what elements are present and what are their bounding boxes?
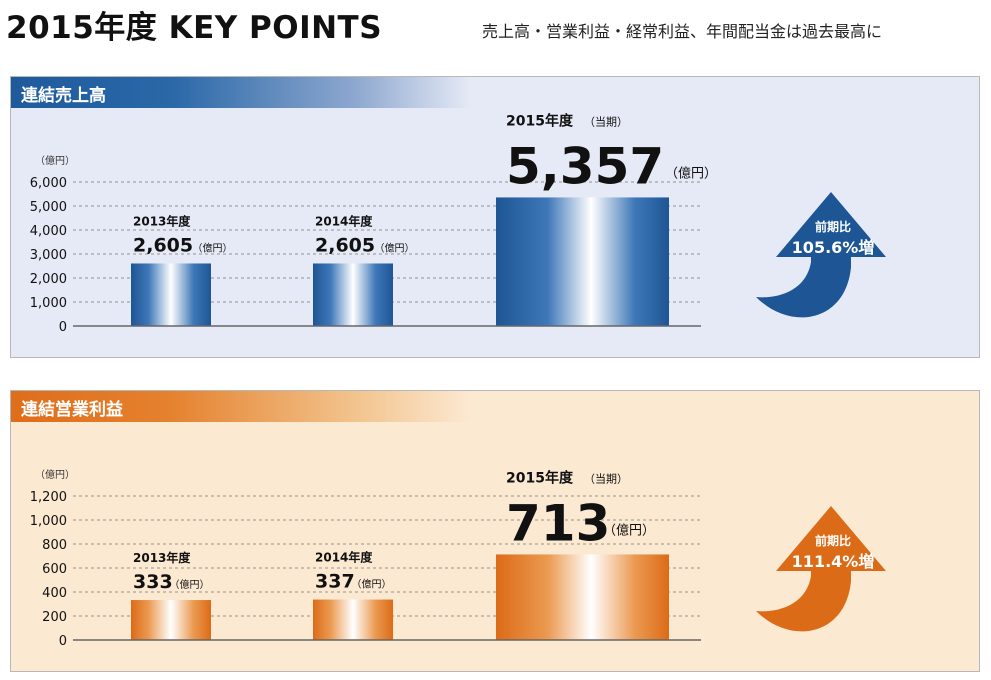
operating-income-banner: 連結営業利益 [11, 391, 471, 422]
page-subtitle: 売上高・営業利益・経常利益、年間配当金は過去最高に [482, 22, 883, 41]
y-tick-label: 0 [59, 320, 67, 335]
operating-income-panel: 連結営業利益 （億円） 0 200 400 600 800 1,000 1,200 2013年度… [10, 390, 980, 672]
net-sales-banner: 連結売上高 [11, 77, 471, 108]
bar-2015年度 [496, 554, 669, 640]
y-tick-label: 400 [42, 586, 67, 601]
y-tick-label: 3,000 [30, 248, 67, 263]
bar-value-label: 2,605 [133, 234, 193, 256]
current-category-label: 2015年度 [506, 469, 574, 486]
yoy-value: 111.4%増 [792, 552, 875, 571]
net-sales-panel: 連結売上高 （億円） 0 1,000 2,000 3,000 4,000 5,000 6,00… [10, 76, 980, 358]
bar-2013年度 [131, 263, 211, 326]
arrow-shape [756, 506, 886, 632]
bar-2014年度 [313, 263, 393, 326]
current-value-label: 713 [506, 494, 610, 552]
y-tick-label: 0 [59, 634, 67, 649]
current-period-tag: （当期） [584, 471, 628, 485]
arrow-shape [756, 192, 886, 318]
bar-value-label: 337 [315, 571, 355, 593]
y-tick-label: 1,200 [30, 490, 67, 505]
y-unit-label: （億円） [35, 154, 75, 167]
y-tick-label: 6,000 [30, 176, 67, 191]
bar-2014年度 [313, 599, 393, 640]
current-value-unit: （億円） [665, 165, 717, 181]
current-value-label: 5,357 [506, 137, 664, 195]
y-tick-label: 800 [42, 538, 67, 553]
y-tick-label: 5,000 [30, 200, 67, 215]
operating-income-title: 連結営業利益 [21, 400, 123, 420]
y-tick-label: 1,000 [30, 296, 67, 311]
bar-value-unit: （億円） [170, 578, 210, 591]
y-tick-label: 200 [42, 610, 67, 625]
bar-category-label: 2013年度 [133, 213, 191, 228]
current-period-tag: （当期） [584, 114, 628, 128]
current-category-label: 2015年度 [506, 112, 574, 129]
yoy-growth-arrow-icon: 前期比 105.6%増 [756, 192, 886, 318]
yoy-growth-arrow-icon: 前期比 111.4%増 [756, 506, 886, 632]
bar-category-label: 2014年度 [315, 550, 373, 565]
bar-2015年度 [496, 197, 669, 326]
bar-value-unit: （億円） [352, 578, 392, 591]
bar-value-unit: （億円） [375, 241, 415, 254]
page-title: 2015年度 KEY POINTS [6, 10, 383, 46]
y-tick-label: 2,000 [30, 272, 67, 287]
bar-2013年度 [131, 600, 211, 640]
y-tick-label: 600 [42, 562, 67, 577]
y-unit-label: （億円） [35, 468, 75, 481]
net-sales-title: 連結売上高 [21, 86, 106, 106]
bar-value-label: 2,605 [315, 234, 375, 256]
operating-income-chart: （億円）02004006008001,0001,2002013年度333（億円）… [30, 468, 886, 649]
bar-category-label: 2014年度 [315, 213, 373, 228]
yoy-value: 105.6%増 [792, 238, 875, 257]
y-tick-label: 4,000 [30, 224, 67, 239]
bar-value-label: 333 [133, 571, 173, 593]
current-value-unit: （億円） [603, 522, 655, 538]
bar-value-unit: （億円） [193, 241, 233, 254]
yoy-label: 前期比 [815, 219, 851, 234]
bar-category-label: 2013年度 [133, 550, 191, 565]
yoy-label: 前期比 [815, 533, 851, 548]
net-sales-chart: （億円） 0 1,000 2,000 3,000 4,000 5,000 6,000 2013年… [30, 112, 886, 335]
y-tick-label: 1,000 [30, 514, 67, 529]
